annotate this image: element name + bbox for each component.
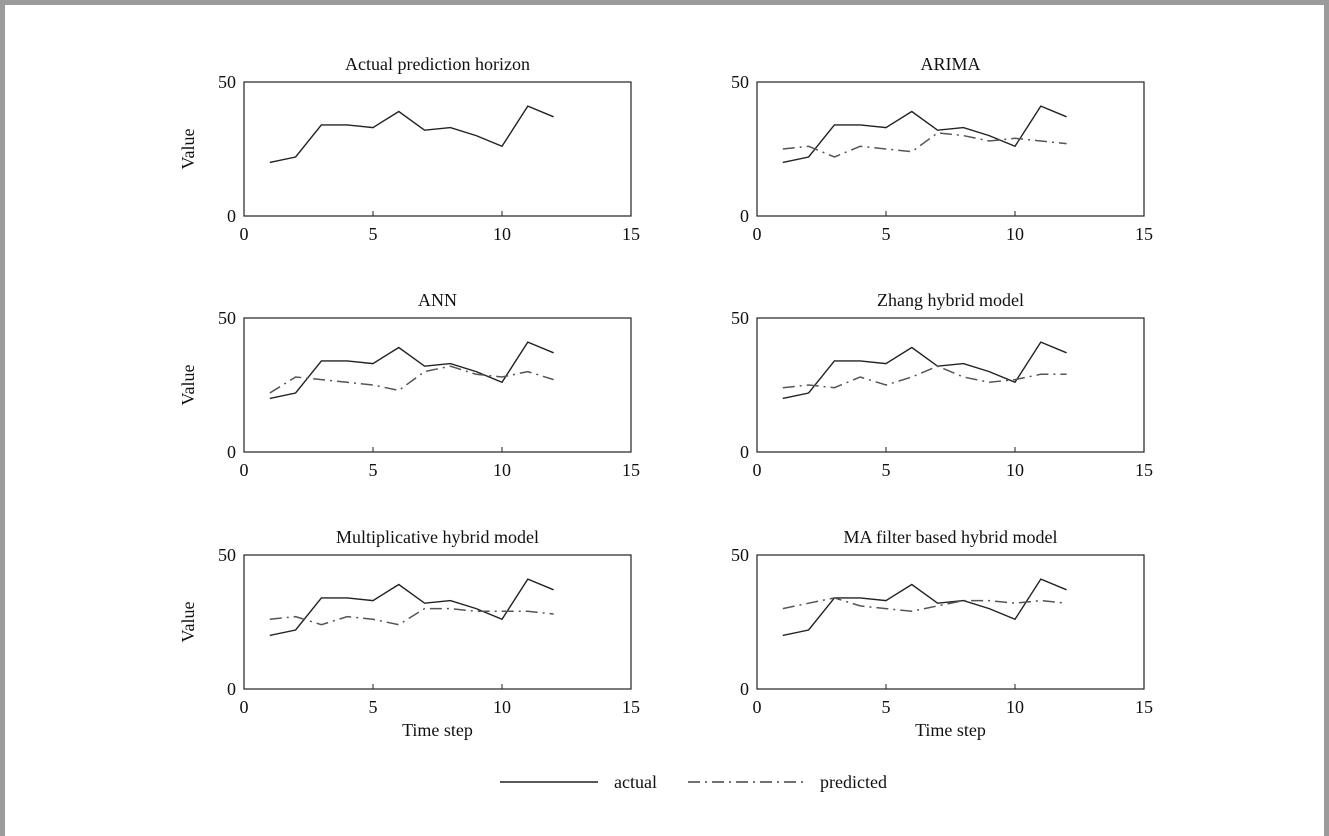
series-line-predicted [269,607,554,626]
panel-5: Multiplicative hybrid model 0 5 10 15 0 50 Valu… [178,527,640,740]
panel-1: Actual prediction horizon 0 5 10 15 0 50 Value [178,54,640,244]
legend: actual predicted [500,772,887,792]
panel-title: Multiplicative hybrid model [336,527,539,547]
series-line-actual [782,341,1067,400]
x-tick-label: 10 [493,460,511,480]
panel-title: Zhang hybrid model [877,290,1024,310]
x-axis-label: Time step [402,720,473,740]
y-axis-label: Value [178,128,198,169]
x-tick-label: 15 [622,224,640,244]
x-tick-label: 0 [753,460,762,480]
series-line-actual [269,105,554,164]
panel-title: MA filter based hybrid model [844,527,1058,547]
series-line-actual [782,105,1067,164]
x-axis-label: Time step [915,720,986,740]
y-tick-label: 0 [227,206,236,226]
series-line-actual [269,341,554,400]
x-tick-label: 5 [369,460,378,480]
x-tick-label: 10 [493,697,511,717]
panel-6: MA filter based hybrid model 0 5 10 15 0 50 Tim… [731,527,1153,740]
plot-area [756,317,1145,453]
panel-4: Zhang hybrid model 0 5 10 15 0 50 [731,290,1153,480]
y-tick-label: 50 [731,72,749,92]
series-line-actual [269,578,554,637]
plot-area [756,81,1145,217]
x-tick-label: 0 [240,460,249,480]
x-tick-label: 10 [1006,224,1024,244]
legend-label-predicted: predicted [820,772,887,792]
y-tick-label: 50 [218,308,236,328]
panel-title: ANN [418,290,457,310]
y-tick-label: 0 [740,206,749,226]
y-tick-label: 0 [227,679,236,699]
x-tick-label: 15 [622,697,640,717]
x-tick-label: 10 [1006,697,1024,717]
x-tick-label: 5 [369,224,378,244]
panel-2: ARIMA 0 5 10 15 0 50 [731,54,1153,244]
panel-3: ANN 0 5 10 15 0 50 Value [178,290,640,480]
y-tick-label: 50 [731,545,749,565]
x-tick-label: 15 [1135,224,1153,244]
x-tick-label: 0 [240,224,249,244]
y-axis-label: Value [178,601,198,642]
y-axis-label: Value [178,364,198,405]
x-tick-label: 15 [622,460,640,480]
legend-label-actual: actual [614,772,657,792]
plot-area [243,81,632,217]
x-tick-label: 10 [493,224,511,244]
y-tick-label: 50 [218,72,236,92]
series-line-predicted [269,365,554,394]
series-line-actual [782,578,1067,637]
plot-area [756,554,1145,690]
series-line-predicted [782,132,1067,158]
x-tick-label: 10 [1006,460,1024,480]
y-tick-label: 0 [227,442,236,462]
y-tick-label: 0 [740,679,749,699]
series-line-predicted [782,597,1067,613]
y-tick-label: 50 [731,308,749,328]
x-tick-label: 15 [1135,697,1153,717]
plot-area [243,554,632,690]
panel-title: ARIMA [920,54,980,74]
series-line-predicted [782,365,1067,389]
x-tick-label: 0 [753,224,762,244]
y-tick-label: 50 [218,545,236,565]
plot-area [243,317,632,453]
x-tick-label: 15 [1135,460,1153,480]
x-tick-label: 5 [882,224,891,244]
x-tick-label: 0 [240,697,249,717]
x-tick-label: 0 [753,697,762,717]
x-tick-label: 5 [882,460,891,480]
x-tick-label: 5 [882,697,891,717]
y-tick-label: 0 [740,442,749,462]
x-tick-label: 5 [369,697,378,717]
panel-title: Actual prediction horizon [345,54,530,74]
